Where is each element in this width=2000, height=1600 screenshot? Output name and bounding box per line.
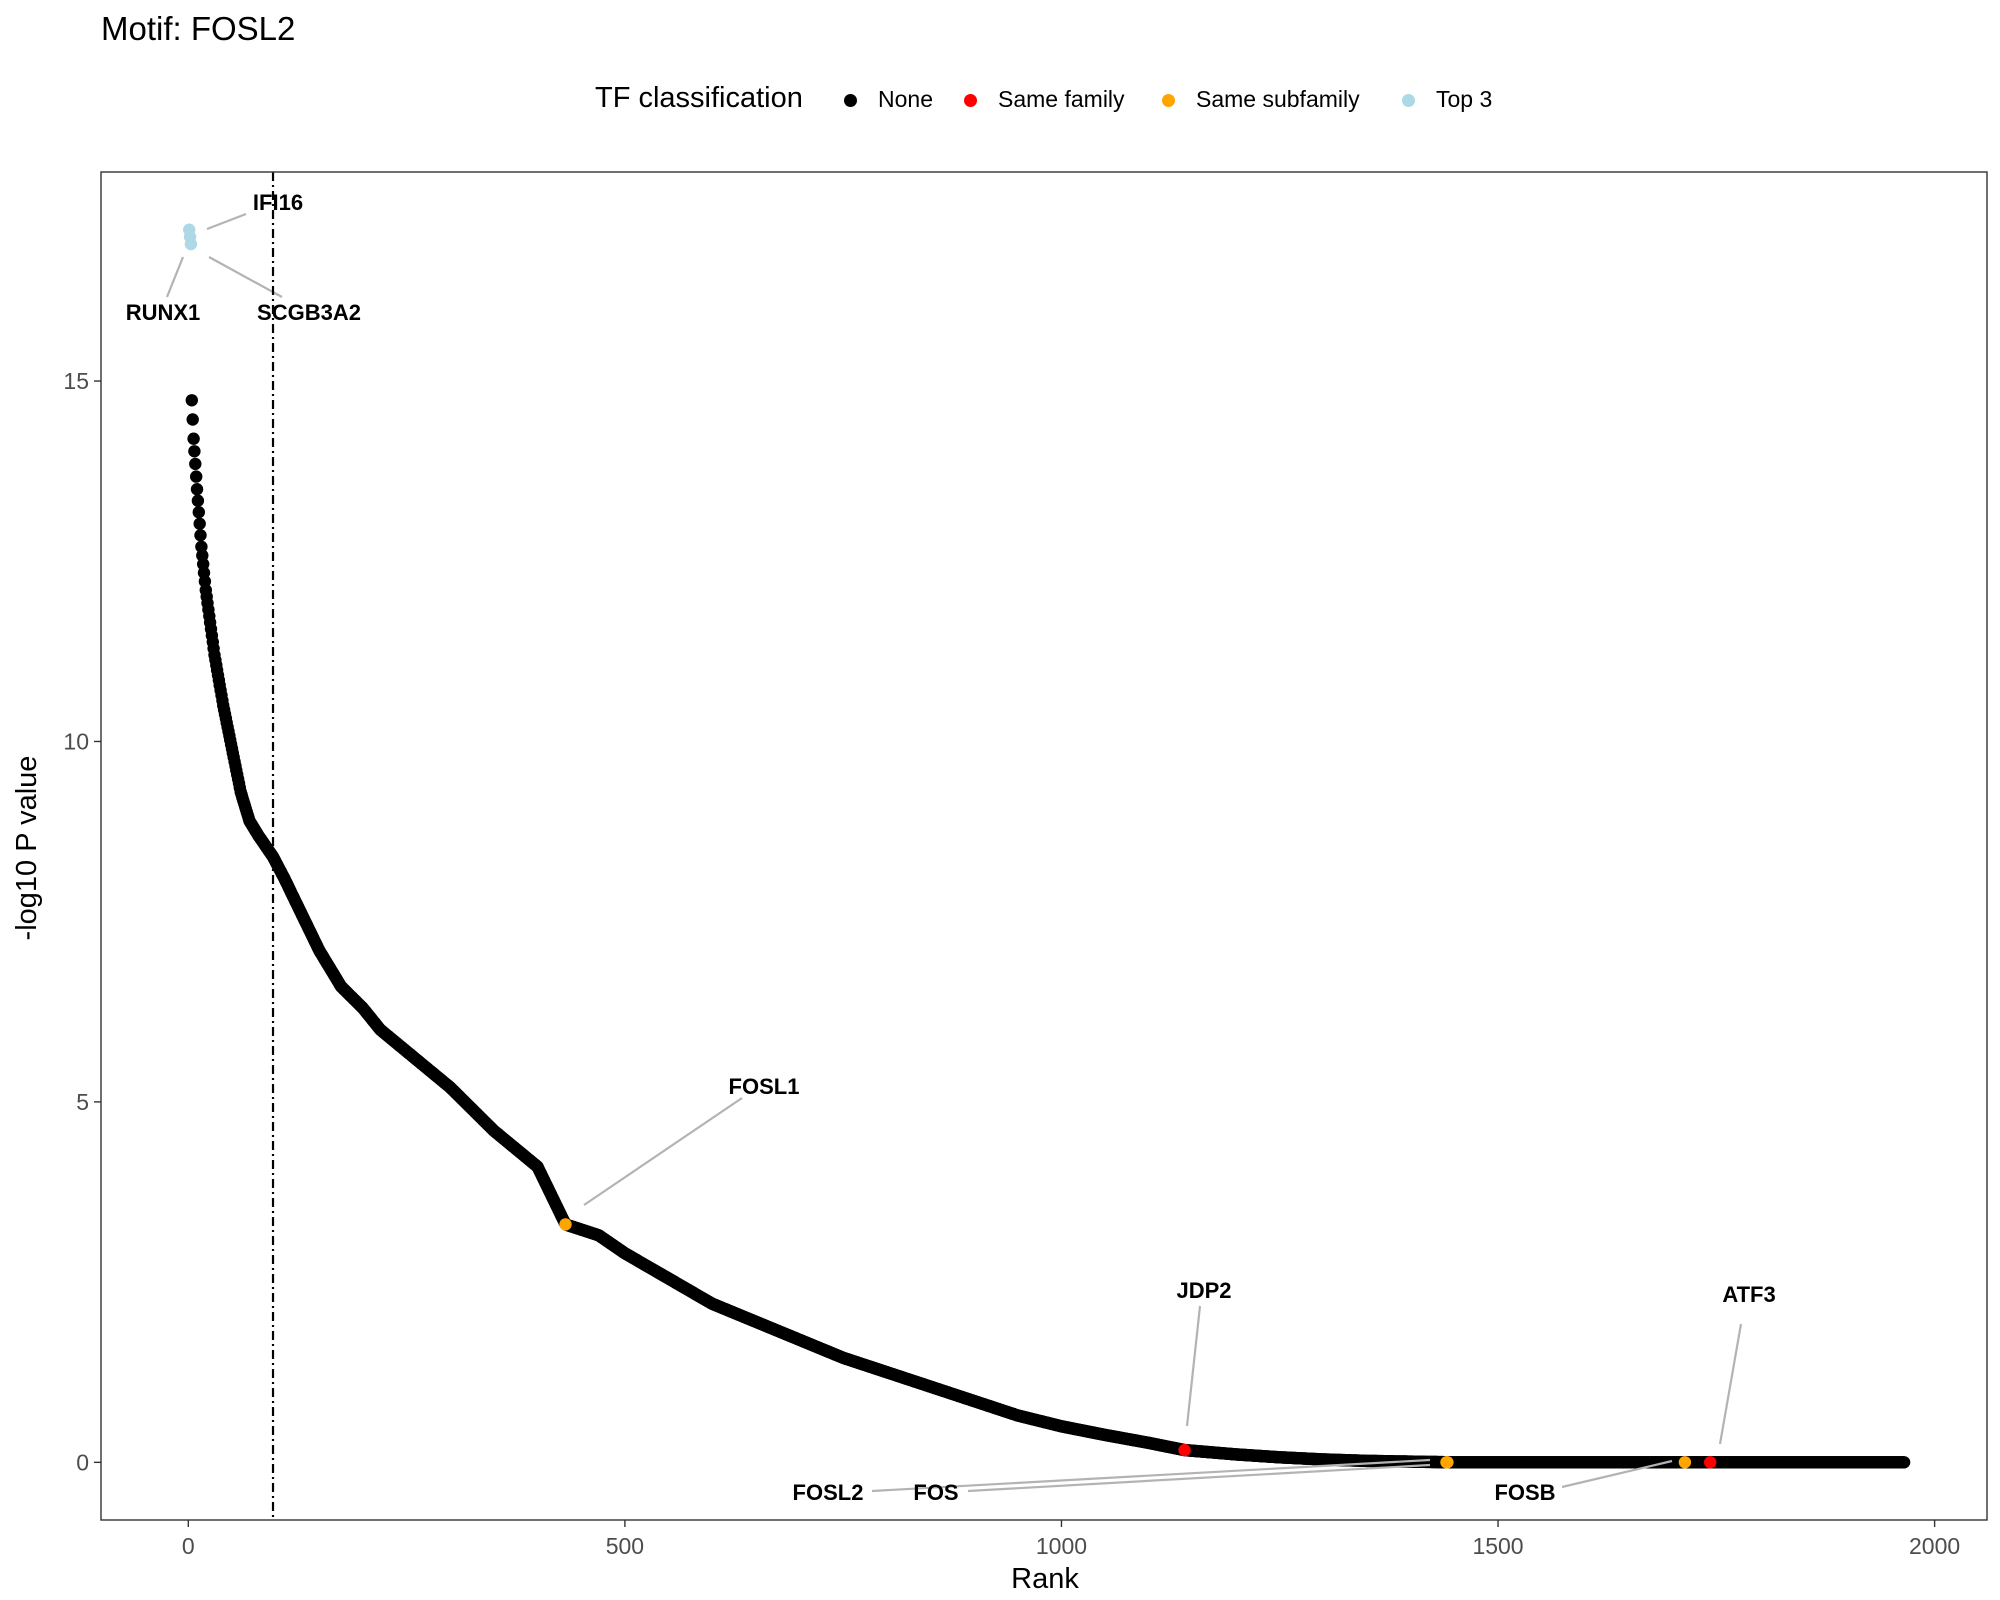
label-connector-fosl1 — [583, 1097, 743, 1206]
label-connector-fosb — [1561, 1459, 1673, 1489]
y-tick-label: 5 — [76, 1089, 89, 1115]
point-label-scgb3a2: SCGB3A2 — [257, 300, 361, 325]
data-point-fosb — [1678, 1456, 1692, 1469]
data-point — [189, 457, 202, 471]
legend-swatch-none — [844, 94, 857, 107]
plot-panel-border — [100, 171, 1988, 1521]
data-point — [1897, 1456, 1911, 1469]
data-point — [187, 432, 200, 445]
y-tick-label: 0 — [76, 1449, 89, 1475]
data-point — [186, 413, 199, 426]
label-connector-runx1 — [165, 256, 185, 298]
y-axis-title: -log10 P value — [11, 756, 43, 941]
legend: TF classification None Same family Same … — [0, 80, 2000, 124]
legend-swatch-same-subfamily — [1162, 94, 1175, 107]
point-label-fos: FOS — [913, 1480, 958, 1505]
x-axis-title: Rank — [1011, 1563, 1079, 1595]
label-connector-ifi16 — [206, 212, 247, 231]
point-labels: IFI16 RUNX1 SCGB3A2 FOSL1 JDP2 FOSL2 FOS FOSB AT… — [126, 190, 1776, 1505]
data-point — [188, 445, 201, 458]
data-point — [192, 506, 205, 519]
x-tick-label: 0 — [182, 1533, 195, 1559]
axes: 0 500 1000 1500 2000 0 5 10 15 — [63, 172, 1960, 1559]
data-points — [183, 223, 1911, 1469]
legend-title: TF classification — [595, 82, 803, 114]
data-point — [190, 483, 204, 496]
point-label-atf3: ATF3 — [1722, 1282, 1775, 1307]
y-tick-label: 10 — [63, 728, 89, 754]
label-connector-scgb3a2 — [208, 256, 283, 298]
point-label-fosl2: FOSL2 — [793, 1480, 864, 1505]
legend-swatch-same-family — [964, 94, 977, 107]
legend-label-top-3: Top 3 — [1436, 86, 1493, 112]
point-label-jdp2: JDP2 — [1176, 1278, 1231, 1303]
data-point — [185, 394, 198, 407]
data-point-fos — [1441, 1456, 1454, 1469]
data-point — [194, 529, 207, 542]
x-tick-label: 500 — [606, 1533, 644, 1559]
x-tick-label: 1500 — [1472, 1533, 1523, 1559]
point-label-fosb: FOSB — [1494, 1480, 1555, 1505]
data-point — [191, 494, 205, 507]
legend-swatch-top-3 — [1402, 94, 1415, 107]
label-connector-fos — [967, 1463, 1431, 1493]
data-point-atf3 — [1704, 1456, 1717, 1469]
label-connector-atf3 — [1718, 1323, 1743, 1445]
y-tick-label: 15 — [63, 368, 89, 394]
x-tick-label: 2000 — [1909, 1533, 1960, 1559]
point-label-fosl1: FOSL1 — [729, 1074, 800, 1099]
chart-title: Motif: FOSL2 — [101, 10, 296, 47]
data-point-fosl1 — [559, 1218, 572, 1231]
legend-label-same-subfamily: Same subfamily — [1196, 86, 1360, 112]
point-label-runx1: RUNX1 — [126, 300, 201, 325]
data-point-scgb3a2 — [184, 237, 198, 251]
data-point-jdp2 — [1178, 1443, 1191, 1457]
label-connector-jdp2 — [1185, 1305, 1202, 1427]
data-point — [190, 470, 203, 483]
legend-label-same-family: Same family — [998, 86, 1125, 112]
label-connector-fosl2 — [871, 1458, 1431, 1493]
x-tick-label: 1000 — [1036, 1533, 1087, 1559]
point-label-ifi16: IFI16 — [253, 190, 303, 215]
data-point — [193, 517, 206, 530]
legend-label-none: None — [878, 86, 933, 112]
